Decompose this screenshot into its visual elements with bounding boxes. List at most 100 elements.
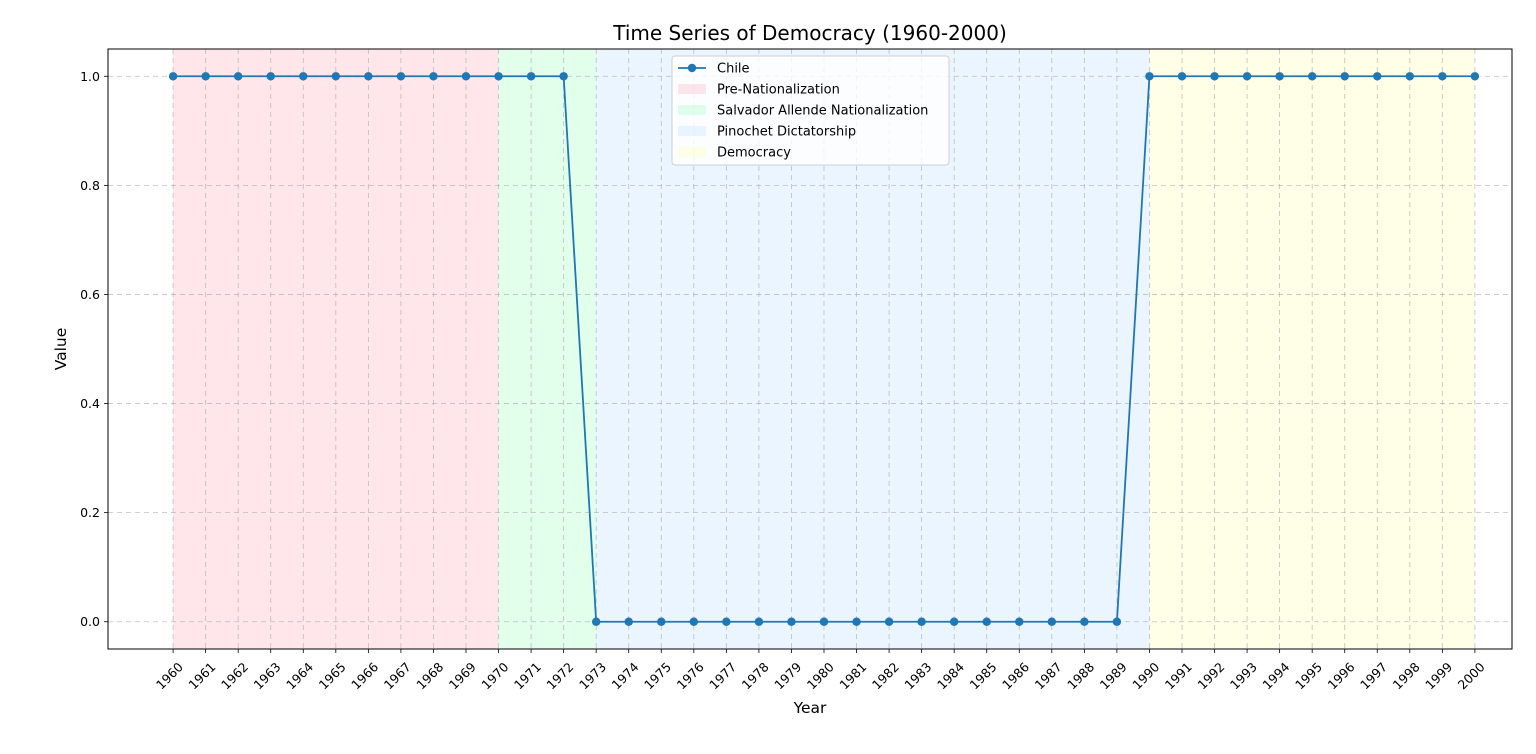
x-tick-label: 1969 xyxy=(446,659,479,692)
legend-box xyxy=(671,55,950,166)
legend-label: Chile xyxy=(717,62,750,77)
data-point xyxy=(1047,617,1057,626)
data-point xyxy=(299,72,308,81)
x-tick-label: 1978 xyxy=(739,659,772,692)
x-tick-label: 1963 xyxy=(251,659,284,692)
y-tick-label: 0.4 xyxy=(80,396,100,411)
x-tick-label: 1979 xyxy=(771,659,804,692)
x-tick-label: 1961 xyxy=(185,659,218,692)
data-point xyxy=(1145,72,1154,81)
x-tick-label: 1997 xyxy=(1357,659,1390,692)
x-tick-label: 1987 xyxy=(1032,659,1065,692)
y-tick-label: 1.0 xyxy=(80,69,100,84)
x-tick-label: 1975 xyxy=(641,659,674,692)
x-tick-label: 1976 xyxy=(674,659,707,692)
x-tick-label: 1995 xyxy=(1292,659,1325,692)
x-tick-label: 1982 xyxy=(869,659,902,692)
x-tick-label: 1973 xyxy=(576,659,609,692)
data-point xyxy=(1405,72,1415,81)
data-point xyxy=(917,617,926,626)
y-tick-label: 0.8 xyxy=(80,178,100,193)
data-point xyxy=(1373,72,1382,81)
x-axis-ticks: 1960 1961 1962 1963 1964 1965 1966 1967 1968 1969… xyxy=(153,649,1488,692)
x-tick-label: 1998 xyxy=(1390,659,1423,692)
data-point xyxy=(1275,72,1284,81)
x-tick-label: 1968 xyxy=(413,659,446,692)
y-axis-ticks: 0.0 0.2 0.4 0.6 0.8 1.0 xyxy=(80,69,108,629)
data-point xyxy=(1210,72,1219,81)
plot-frame xyxy=(107,48,1513,650)
legend-band-swatch xyxy=(678,84,706,94)
x-tick-label: 1989 xyxy=(1097,659,1130,692)
data-point xyxy=(364,72,373,81)
data-point xyxy=(657,617,666,626)
data-point xyxy=(1242,72,1252,81)
data-point xyxy=(1112,617,1122,626)
data-point xyxy=(201,72,210,81)
data-point xyxy=(982,617,991,626)
legend: Chile Pre-Nationalization Salvador Allende… xyxy=(671,55,950,166)
chart-title: Time Series of Democracy (1960-2000) xyxy=(612,21,1007,45)
data-point xyxy=(266,72,275,81)
legend-band-swatch xyxy=(678,105,706,115)
data-point xyxy=(1470,72,1480,81)
grid-lines xyxy=(108,49,1512,649)
data-point xyxy=(1080,617,1089,626)
legend-band-swatch xyxy=(678,126,706,136)
x-tick-label: 1972 xyxy=(543,659,576,692)
data-point xyxy=(331,72,341,81)
data-point xyxy=(1307,72,1317,81)
series-layer xyxy=(168,72,1480,626)
y-tick-label: 0.0 xyxy=(80,614,100,629)
x-axis-label: Year xyxy=(793,699,827,717)
x-tick-label: 1991 xyxy=(1162,659,1195,692)
x-tick-label: 1965 xyxy=(316,659,349,692)
data-point xyxy=(168,72,178,81)
x-tick-label: 1985 xyxy=(967,659,1000,692)
x-tick-label: 1981 xyxy=(836,659,869,692)
x-tick-label: 1970 xyxy=(478,659,511,692)
x-tick-label: 1986 xyxy=(999,659,1032,692)
x-tick-label: 1983 xyxy=(901,659,934,692)
x-tick-label: 1971 xyxy=(511,659,544,692)
legend-label: Pre-Nationalization xyxy=(717,83,840,98)
x-tick-label: 1994 xyxy=(1259,659,1292,692)
data-point xyxy=(494,72,503,81)
legend-marker xyxy=(687,63,697,73)
data-point xyxy=(233,72,243,81)
data-point xyxy=(852,617,861,626)
data-point xyxy=(396,72,406,81)
x-tick-label: 1966 xyxy=(348,659,381,692)
x-tick-label: 1999 xyxy=(1422,659,1455,692)
x-tick-label: 1992 xyxy=(1194,659,1227,692)
y-axis-label: Value xyxy=(52,328,70,371)
x-tick-label: 1967 xyxy=(381,659,414,692)
data-point xyxy=(624,617,633,626)
data-point xyxy=(461,72,471,81)
data-point xyxy=(1438,72,1447,81)
data-point xyxy=(429,72,438,81)
x-tick-label: 1990 xyxy=(1129,659,1162,692)
period-band-1 xyxy=(498,49,597,649)
data-point xyxy=(526,72,536,81)
x-tick-label: 1984 xyxy=(934,659,967,692)
data-point xyxy=(1177,72,1187,81)
data-point xyxy=(591,617,601,626)
x-tick-label: 1993 xyxy=(1227,659,1260,692)
x-tick-label: 1974 xyxy=(609,659,642,692)
data-point xyxy=(1340,72,1349,81)
data-point xyxy=(689,617,699,626)
x-tick-label: 1964 xyxy=(283,659,316,692)
data-point xyxy=(949,617,959,626)
data-point xyxy=(754,617,764,626)
y-tick-label: 0.2 xyxy=(80,505,100,520)
x-tick-label: 1988 xyxy=(1064,659,1097,692)
legend-label: Pinochet Dictatorship xyxy=(717,125,856,140)
legend-label: Salvador Allende Nationalization xyxy=(717,104,928,119)
data-point xyxy=(819,617,829,626)
x-tick-label: 2000 xyxy=(1455,659,1488,692)
data-point xyxy=(1015,617,1024,626)
data-point xyxy=(722,617,731,626)
x-tick-label: 1962 xyxy=(218,659,251,692)
